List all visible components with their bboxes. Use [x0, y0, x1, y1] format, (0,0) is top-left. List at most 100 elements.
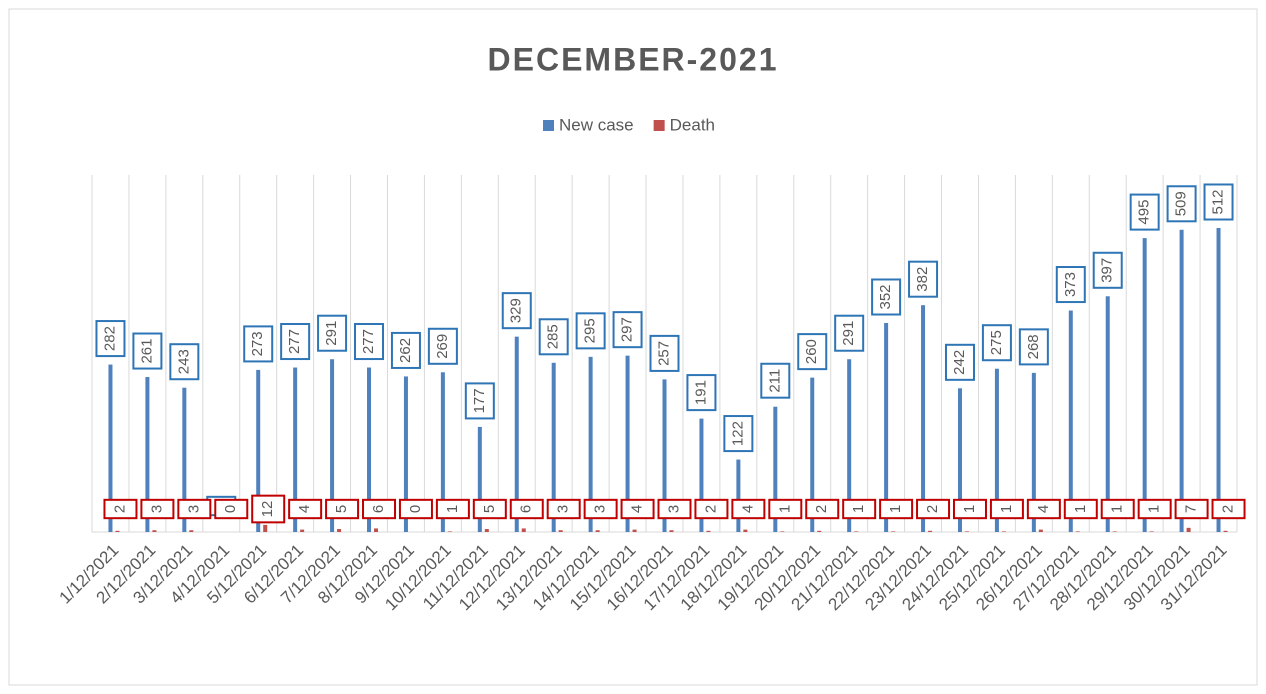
data-label-box — [1174, 498, 1209, 520]
data-label-box — [657, 498, 692, 520]
data-label: 277 — [286, 329, 303, 354]
data-label-group: 6 — [362, 498, 397, 520]
data-label-group: 373 — [1055, 266, 1086, 304]
data-label-box — [427, 327, 458, 365]
data-label-box — [398, 498, 433, 520]
data-label: 7 — [1183, 505, 1200, 513]
data-label-group: 211 — [760, 362, 791, 399]
data-label-box — [1129, 193, 1160, 231]
data-label-group: 4 — [1026, 498, 1061, 520]
data-label: 242 — [951, 350, 968, 375]
data-label: 1 — [1072, 505, 1089, 513]
bar — [699, 418, 704, 532]
data-label-box — [1211, 498, 1246, 520]
data-label-box — [694, 498, 729, 520]
data-label-group: 1 — [1137, 498, 1172, 520]
data-label-group: 2 — [694, 498, 729, 520]
data-label-box — [546, 498, 581, 520]
data-label-group: 2 — [1211, 498, 1246, 520]
data-label-group: 1 — [989, 498, 1024, 520]
data-label: 1 — [887, 505, 904, 513]
data-label-group: 1 — [842, 498, 877, 520]
data-label: 512 — [1210, 189, 1227, 214]
data-label-group: 261 — [132, 332, 163, 370]
data-label-box — [731, 498, 766, 520]
bar — [595, 530, 600, 532]
bar — [189, 530, 194, 532]
bar — [152, 530, 157, 532]
bar — [551, 362, 556, 532]
bar — [743, 529, 748, 532]
data-label: 277 — [360, 329, 377, 354]
bar — [1216, 228, 1221, 532]
data-label: 6 — [370, 505, 387, 513]
bar — [484, 529, 489, 532]
data-label: 4 — [629, 505, 646, 513]
data-label-group: 297 — [612, 311, 643, 349]
data-label-box — [354, 323, 385, 361]
data-label-box — [871, 278, 902, 316]
data-label-group: 1 — [952, 498, 987, 520]
data-label-box — [435, 498, 470, 520]
bar — [706, 530, 711, 532]
data-label: 0 — [222, 505, 239, 513]
data-label-box — [140, 498, 175, 520]
data-label-group: 3 — [140, 498, 175, 520]
bar — [625, 355, 630, 532]
legend-label: Death — [670, 115, 715, 134]
data-label-box — [575, 312, 606, 350]
data-label-group: 4 — [731, 498, 766, 520]
bar — [921, 305, 926, 532]
bar — [1112, 531, 1117, 532]
bar — [994, 368, 999, 532]
data-label-box — [981, 324, 1012, 362]
data-label: 495 — [1136, 200, 1153, 225]
data-label-group: 0 — [214, 498, 249, 520]
data-label-box — [1063, 498, 1098, 520]
data-label-box — [952, 498, 987, 520]
data-label-group: 12 — [251, 494, 286, 524]
data-label-box — [288, 498, 323, 520]
data-label-group: 6 — [509, 498, 544, 520]
data-label-box — [95, 320, 126, 358]
data-label: 1 — [961, 505, 978, 513]
bar — [521, 528, 526, 532]
data-label-group: 352 — [871, 278, 902, 316]
data-label: 1 — [850, 505, 867, 513]
legend-swatch — [543, 120, 554, 131]
data-label-box — [1203, 183, 1234, 221]
data-label-group: 282 — [95, 320, 126, 358]
data-label-box — [177, 498, 212, 520]
data-label-group: 1 — [435, 498, 470, 520]
data-label-box — [169, 343, 200, 381]
bar — [330, 359, 335, 532]
data-label: 291 — [323, 321, 340, 346]
data-label: 3 — [555, 505, 572, 513]
data-label: 6 — [518, 505, 535, 513]
data-label: 243 — [175, 349, 192, 374]
data-label-group: 257 — [649, 334, 680, 372]
bar — [145, 377, 150, 532]
data-label: 291 — [840, 321, 857, 346]
data-label-group: 260 — [797, 333, 828, 371]
data-label: 282 — [101, 326, 118, 351]
data-label: 397 — [1099, 258, 1116, 283]
data-label: 177 — [471, 388, 488, 413]
data-label-group: 1 — [879, 498, 914, 520]
data-label: 275 — [988, 330, 1005, 355]
data-label-group: 295 — [575, 312, 606, 350]
bar — [854, 531, 859, 532]
data-label-group: 291 — [834, 314, 865, 352]
bar — [669, 530, 674, 532]
data-label-box — [944, 343, 975, 381]
bar — [293, 367, 298, 532]
bar — [1142, 238, 1147, 532]
data-label-box — [251, 494, 286, 524]
bar — [1186, 527, 1191, 532]
data-label-box — [1092, 251, 1123, 289]
data-label: 0 — [407, 505, 424, 513]
bar — [884, 323, 889, 532]
bar — [1223, 530, 1228, 532]
legend-label: New case — [559, 115, 634, 134]
bar — [256, 369, 261, 532]
